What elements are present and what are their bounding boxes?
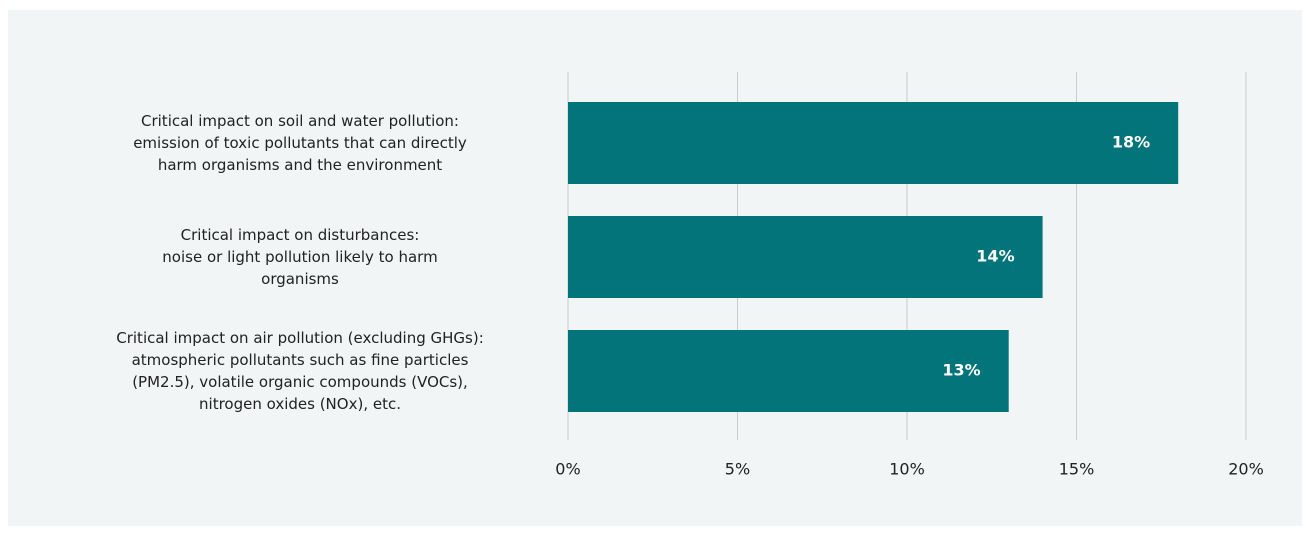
- bar: [568, 216, 1043, 298]
- value-label: 18%: [1112, 133, 1150, 152]
- category-label: Critical impact on disturbances: noise o…: [162, 226, 438, 288]
- bar: [568, 102, 1179, 184]
- x-tick-label: 0%: [555, 460, 580, 479]
- bar: [568, 330, 1009, 412]
- value-label: 13%: [942, 361, 980, 380]
- category-label: Critical impact on soil and water pollut…: [133, 112, 467, 174]
- value-label: 14%: [976, 247, 1014, 266]
- x-tick-label: 5%: [725, 460, 750, 479]
- category-label: Critical impact on air pollution (exclud…: [116, 329, 484, 413]
- x-tick-label: 15%: [1059, 460, 1095, 479]
- x-tick-label: 10%: [889, 460, 925, 479]
- x-tick-label: 20%: [1228, 460, 1264, 479]
